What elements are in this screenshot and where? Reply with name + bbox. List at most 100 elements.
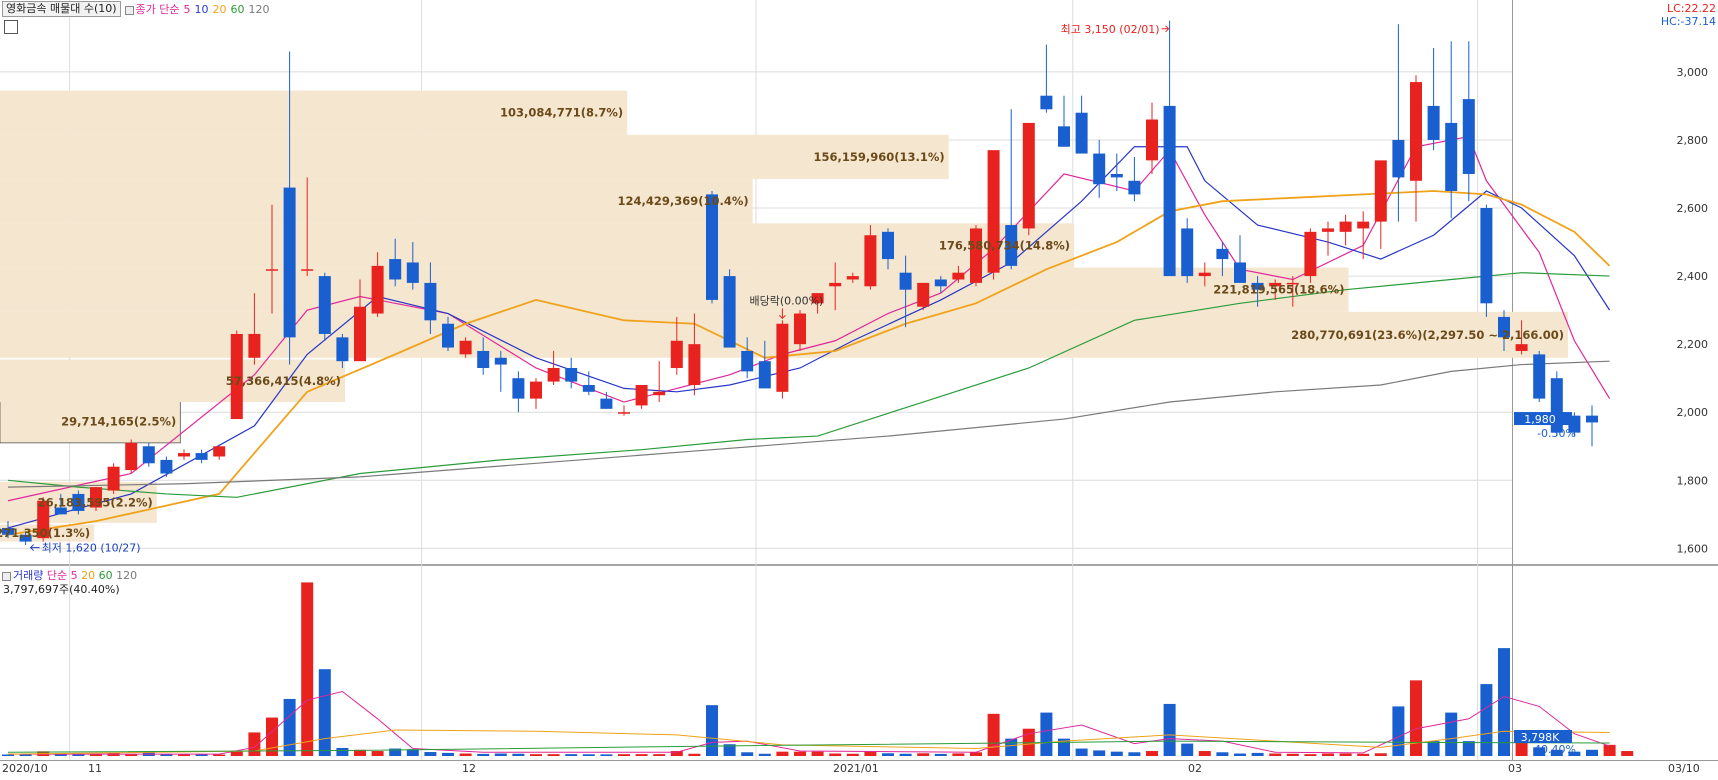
price-ma120-line xyxy=(7,360,1610,488)
volume-bar xyxy=(424,752,437,756)
volume-bar xyxy=(1410,680,1422,756)
candle-body xyxy=(1357,221,1370,229)
current-price-label: 1,980 xyxy=(1524,413,1556,426)
volume-bar xyxy=(1339,753,1352,756)
volume-settings-icon[interactable] xyxy=(2,571,11,581)
volume-bar xyxy=(1586,749,1598,756)
volume-bar xyxy=(459,753,472,756)
ma-settings-icon[interactable] xyxy=(124,5,134,15)
candle-body xyxy=(54,507,67,515)
table-view-icon[interactable] xyxy=(4,20,18,34)
candle-body xyxy=(1040,95,1053,110)
candle-body xyxy=(283,187,296,338)
volume-bar xyxy=(1058,738,1070,756)
volume-bar xyxy=(213,754,226,756)
price-tick-label: 2,600 xyxy=(1677,202,1709,215)
volume-bar xyxy=(1480,684,1493,756)
candle-body xyxy=(794,313,806,345)
volume-bar xyxy=(195,754,208,756)
volume-profile-label: 156,159,960(13.1%) xyxy=(813,150,944,164)
volume-bar xyxy=(1357,753,1370,756)
volume-bar xyxy=(1322,753,1334,756)
candle-body xyxy=(547,367,560,382)
volume-bar xyxy=(318,669,331,756)
candle-body xyxy=(72,493,85,511)
candle-body xyxy=(688,344,701,386)
volume-bar xyxy=(1128,752,1141,756)
candle-body xyxy=(19,534,32,542)
volume-bar xyxy=(1216,752,1229,756)
volume-bar xyxy=(1198,751,1211,756)
price-tick-label: 2,400 xyxy=(1677,270,1709,283)
candle-body xyxy=(1251,282,1264,290)
candle-body xyxy=(1146,119,1158,161)
candle-body xyxy=(459,340,472,355)
candle-body xyxy=(2,527,14,535)
volume-bar xyxy=(741,752,754,756)
candle-body xyxy=(107,466,120,491)
volume-bar xyxy=(125,754,138,756)
candle-body xyxy=(1075,112,1088,154)
lc-label: LC:22.22 xyxy=(1667,2,1716,15)
volume-bar xyxy=(987,713,1000,756)
low-price-annotation: 최저 1,620 (10/27) xyxy=(42,542,141,555)
volume-bar xyxy=(1550,749,1563,756)
volume-profile-label: 26,183,595(2.2%) xyxy=(38,495,153,509)
candle-body xyxy=(142,446,155,464)
volume-bar xyxy=(670,751,683,756)
price-tick-label: 1,600 xyxy=(1677,542,1709,555)
candle-body xyxy=(1234,262,1246,283)
candle-body xyxy=(354,306,366,362)
volume-profile-label: 124,429,369(10.4%) xyxy=(617,194,748,208)
candle-body xyxy=(477,350,490,368)
volume-bar xyxy=(1251,752,1264,756)
high-price-annotation: 최고 3,150 (02/01) xyxy=(1061,23,1160,36)
candle-body xyxy=(653,391,666,396)
candle-body xyxy=(1304,231,1317,277)
ma-legend[interactable]: 종가 단순 xyxy=(124,1,180,17)
volume-bar xyxy=(547,754,560,756)
candle-body xyxy=(1586,415,1598,423)
volume-bar xyxy=(1621,751,1634,756)
candle-body xyxy=(1339,221,1352,232)
candle-body xyxy=(336,337,349,362)
volume-bar xyxy=(829,753,842,756)
candle-body xyxy=(1445,122,1458,191)
price-tick-label: 3,000 xyxy=(1677,66,1709,79)
candle-body xyxy=(1533,354,1546,399)
stock-name-title[interactable]: 영화금속 매물대 수(10) xyxy=(2,1,121,17)
candle-body xyxy=(776,323,789,392)
vol-ma60-legend: 60 xyxy=(98,569,113,582)
candle-body xyxy=(670,340,683,368)
volume-bar xyxy=(19,754,32,756)
candle-body xyxy=(1198,272,1211,277)
price-tick-label: 1,800 xyxy=(1677,474,1709,487)
candle-body xyxy=(530,381,542,399)
time-tick-label: 2021/01 xyxy=(833,762,879,775)
candle-body xyxy=(1480,208,1493,304)
volume-bar xyxy=(706,705,718,756)
candle-body xyxy=(952,272,965,280)
candle-body xyxy=(1058,126,1070,147)
volume-bar xyxy=(1392,706,1405,756)
current-change-label: -0.50% xyxy=(1537,427,1576,440)
volume-bar xyxy=(494,753,507,756)
candle-body xyxy=(494,357,507,365)
candle-body xyxy=(1093,153,1106,185)
candle-body xyxy=(565,367,578,382)
candle-body xyxy=(582,385,595,392)
volume-title[interactable]: 거래량 xyxy=(13,569,44,582)
volume-profile-bar xyxy=(0,179,753,224)
time-tick-label: 03 xyxy=(1508,762,1522,775)
volume-bar xyxy=(723,744,736,756)
candle-body xyxy=(758,361,771,389)
volume-bar xyxy=(477,753,490,756)
volume-profile-bar xyxy=(0,90,628,135)
volume-bar xyxy=(354,749,366,756)
volume-bar xyxy=(600,754,613,756)
volume-bar xyxy=(934,753,947,756)
candle-body xyxy=(1286,282,1299,285)
volume-bar xyxy=(1286,753,1299,756)
